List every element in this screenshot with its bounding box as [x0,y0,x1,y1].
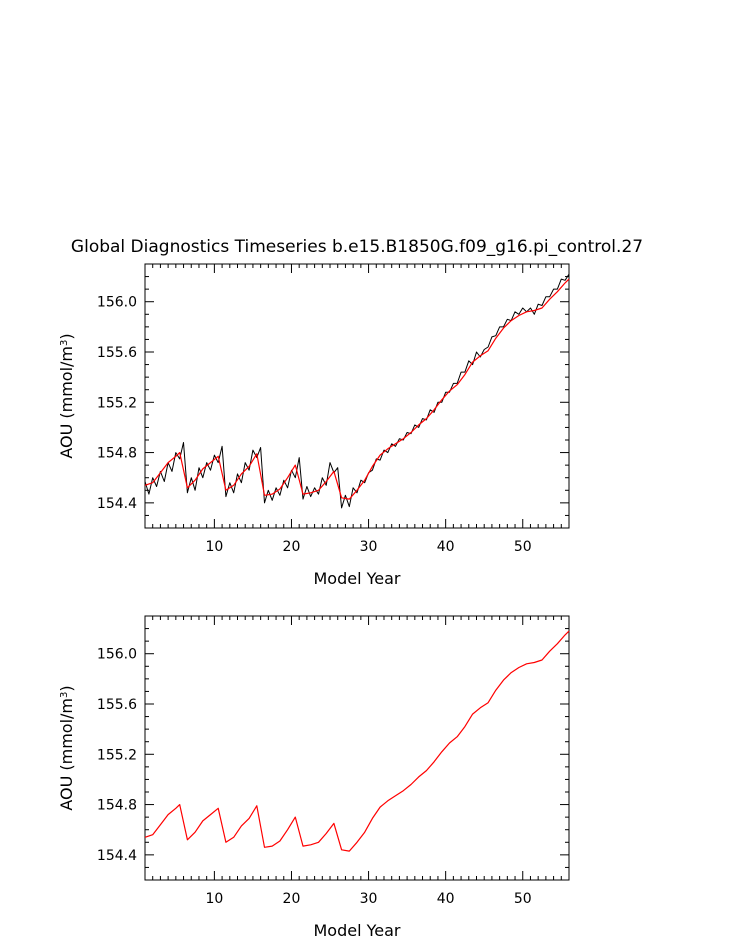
timeseries-panel-top: 10 20 30 40 50 154.4 154.8 155.2 155.6 156.0 Mode… [57,263,570,588]
series-layer [144,630,570,852]
x-axis-label: Model Year [314,569,401,588]
chart-title: Global Diagnostics Timeseries b.e15.B185… [71,237,643,257]
y-tick-label: 155.2 [97,747,137,763]
x-tick-label: 40 [437,539,455,555]
x-tick-label: 20 [283,539,301,555]
y-tick-label: 156.0 [97,647,137,663]
y-axis-label: AOU (mmol/m3) [57,333,76,458]
y-tick-label: 154.4 [97,848,137,864]
x-tick-label: 20 [283,891,301,907]
series-line-monthly [144,273,570,509]
y-tick-label: 155.6 [97,345,137,361]
y-axis-label: AOU (mmol/m3) [57,685,76,810]
x-tick-label: 10 [205,539,223,555]
y-tick-label: 155.2 [97,395,137,411]
tick-labels: 10 20 30 40 50 154.4 154.8 155.2 155.6 156.0 [97,295,532,555]
timeseries-panel-bottom: 10 20 30 40 50 154.4 154.8 155.2 155.6 156.0 Mode… [57,615,570,940]
series-layer [144,273,570,509]
series-line-annual [144,278,570,500]
axis-ticks [144,263,570,529]
series-line-annual [144,630,570,852]
axis-ticks [144,615,570,881]
plot-frame [144,263,570,529]
plot-frame [144,615,570,881]
y-tick-label: 154.8 [97,798,137,814]
x-tick-label: 50 [514,891,532,907]
x-axis-label: Model Year [314,921,401,940]
tick-labels: 10 20 30 40 50 154.4 154.8 155.2 155.6 156.0 [97,647,532,907]
y-tick-label: 155.6 [97,697,137,713]
x-tick-label: 30 [360,539,378,555]
x-tick-label: 30 [360,891,378,907]
y-tick-label: 154.4 [97,496,137,512]
x-tick-label: 10 [205,891,223,907]
x-tick-label: 40 [437,891,455,907]
y-tick-label: 156.0 [97,295,137,311]
x-tick-label: 50 [514,539,532,555]
y-tick-label: 154.8 [97,446,137,462]
